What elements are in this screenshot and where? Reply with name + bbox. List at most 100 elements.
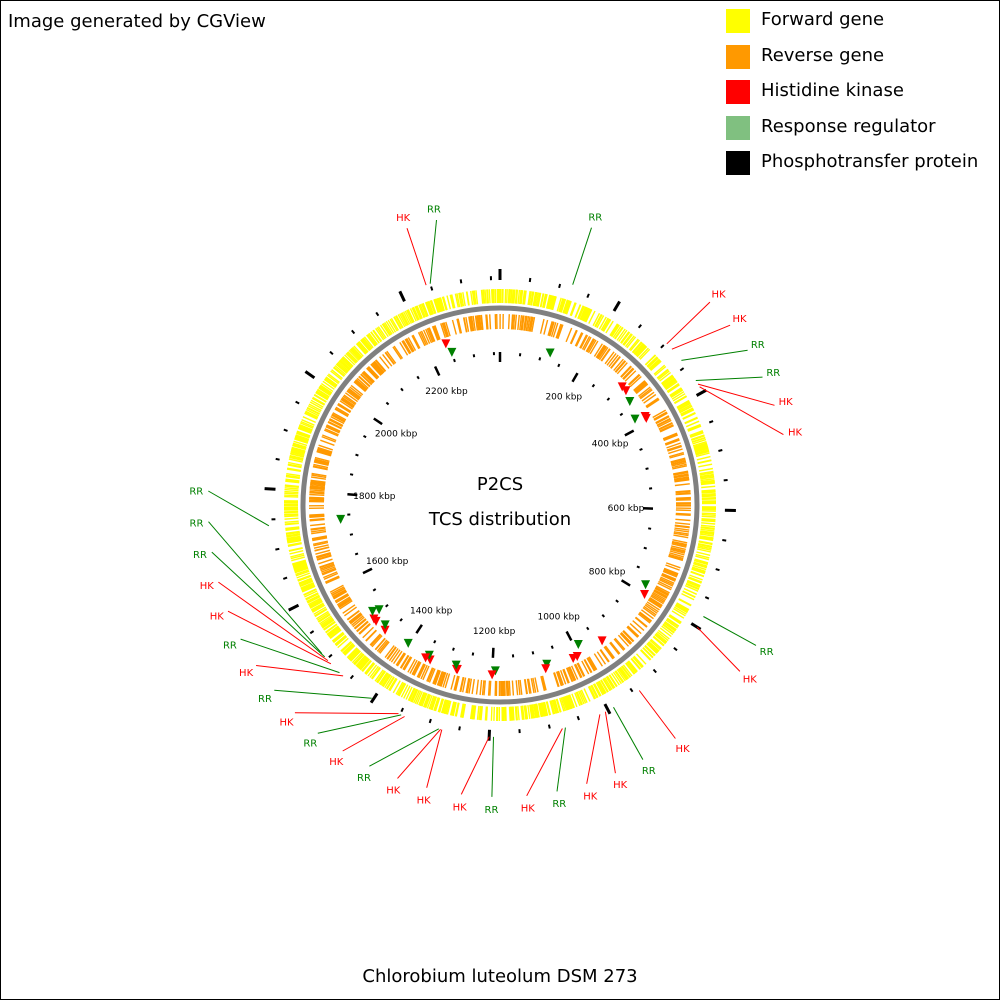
reverse-gene bbox=[312, 537, 328, 542]
outer-major-tick bbox=[603, 703, 612, 715]
forward-gene bbox=[348, 349, 360, 361]
forward-gene bbox=[312, 604, 326, 613]
reverse-gene bbox=[356, 621, 369, 633]
forward-gene bbox=[442, 699, 448, 714]
callout-line bbox=[671, 324, 731, 350]
reverse-gene bbox=[675, 497, 691, 500]
reverse-gene bbox=[657, 582, 672, 591]
forward-gene bbox=[701, 491, 716, 494]
callout-line bbox=[638, 690, 676, 739]
histidine-kinase-marker bbox=[380, 625, 390, 635]
reverse-gene bbox=[670, 458, 686, 464]
forward-gene bbox=[473, 290, 477, 305]
callout-line bbox=[317, 714, 402, 734]
scale-major-tick bbox=[491, 647, 495, 658]
forward-gene bbox=[287, 463, 302, 468]
forward-gene bbox=[361, 660, 372, 673]
forward-gene bbox=[370, 331, 380, 344]
callout-label: HK bbox=[712, 290, 727, 301]
reverse-gene bbox=[604, 645, 615, 659]
reverse-gene bbox=[519, 679, 523, 695]
forward-gene bbox=[692, 564, 707, 571]
forward-gene bbox=[300, 420, 314, 428]
forward-gene bbox=[605, 320, 614, 334]
forward-gene bbox=[382, 322, 392, 336]
forward-gene bbox=[519, 289, 522, 305]
outer-minor-tick bbox=[349, 674, 354, 680]
reverse-gene bbox=[663, 568, 679, 575]
reverse-gene bbox=[620, 366, 633, 378]
forward-gene bbox=[335, 363, 348, 374]
forward-gene bbox=[402, 311, 411, 325]
forward-gene bbox=[520, 705, 524, 720]
reverse-gene bbox=[309, 513, 325, 516]
forward-gene bbox=[639, 649, 651, 661]
reverse-gene bbox=[310, 529, 326, 533]
reverse-gene bbox=[384, 645, 395, 659]
forward-gene bbox=[684, 417, 698, 425]
reverse-gene bbox=[314, 458, 330, 464]
forward-gene bbox=[342, 356, 354, 367]
legend-label-phosphotransfer-protein: Phosphotransfer protein bbox=[761, 151, 979, 172]
outer-minor-tick bbox=[295, 400, 300, 405]
callout-line bbox=[697, 383, 775, 406]
reverse-gene bbox=[595, 344, 605, 358]
forward-gene bbox=[550, 295, 556, 310]
forward-gene bbox=[522, 290, 526, 305]
reverse-gene bbox=[338, 598, 352, 608]
reverse-gene bbox=[373, 361, 385, 374]
reverse-gene bbox=[675, 518, 691, 522]
forward-gene bbox=[695, 449, 710, 455]
callout-label: RR bbox=[193, 550, 207, 561]
reverse-gene bbox=[346, 610, 360, 621]
forward-gene bbox=[659, 371, 672, 382]
reverse-gene bbox=[608, 354, 619, 368]
forward-gene bbox=[296, 572, 311, 579]
reverse-gene bbox=[585, 338, 595, 352]
reverse-gene bbox=[346, 390, 360, 401]
scale-minor-tick bbox=[372, 588, 377, 592]
callout-label: RR bbox=[766, 368, 780, 379]
forward-gene bbox=[400, 684, 409, 698]
callout-label: HK bbox=[329, 757, 344, 768]
forward-gene bbox=[580, 689, 588, 703]
outer-major-tick bbox=[612, 300, 621, 312]
forward-gene bbox=[689, 431, 704, 438]
forward-gene bbox=[633, 342, 644, 355]
legend-swatch-reverse-gene bbox=[726, 44, 750, 69]
forward-gene bbox=[612, 325, 622, 339]
reverse-gene bbox=[671, 460, 687, 466]
forward-gene bbox=[397, 314, 406, 328]
forward-gene bbox=[485, 706, 488, 721]
forward-gene bbox=[290, 552, 305, 558]
scale-minor-tick bbox=[550, 645, 554, 649]
reverse-gene bbox=[659, 579, 674, 587]
forward-gene bbox=[680, 408, 694, 416]
reverse-gene bbox=[465, 678, 470, 694]
forward-gene bbox=[382, 674, 391, 687]
forward-gene bbox=[628, 338, 639, 351]
outer-minor-tick bbox=[715, 568, 720, 572]
forward-gene bbox=[700, 475, 715, 479]
outer-minor-tick bbox=[528, 277, 532, 283]
forward-gene bbox=[635, 344, 647, 357]
forward-gene bbox=[654, 634, 667, 645]
forward-gene bbox=[371, 667, 381, 680]
reverse-gene bbox=[314, 460, 329, 465]
forward-gene bbox=[296, 430, 311, 437]
forward-gene bbox=[298, 577, 312, 584]
forward-gene bbox=[323, 620, 336, 630]
forward-gene bbox=[433, 299, 439, 313]
forward-gene bbox=[399, 313, 407, 327]
forward-gene bbox=[650, 638, 662, 650]
forward-gene bbox=[660, 374, 674, 385]
response-regulator-marker bbox=[573, 640, 583, 650]
forward-gene bbox=[292, 562, 307, 568]
reverse-gene bbox=[606, 352, 617, 366]
forward-gene bbox=[492, 289, 494, 304]
forward-gene bbox=[293, 565, 308, 572]
reverse-gene bbox=[419, 331, 427, 346]
reverse-gene bbox=[581, 660, 590, 675]
forward-gene bbox=[476, 705, 480, 720]
reverse-gene bbox=[675, 490, 691, 494]
